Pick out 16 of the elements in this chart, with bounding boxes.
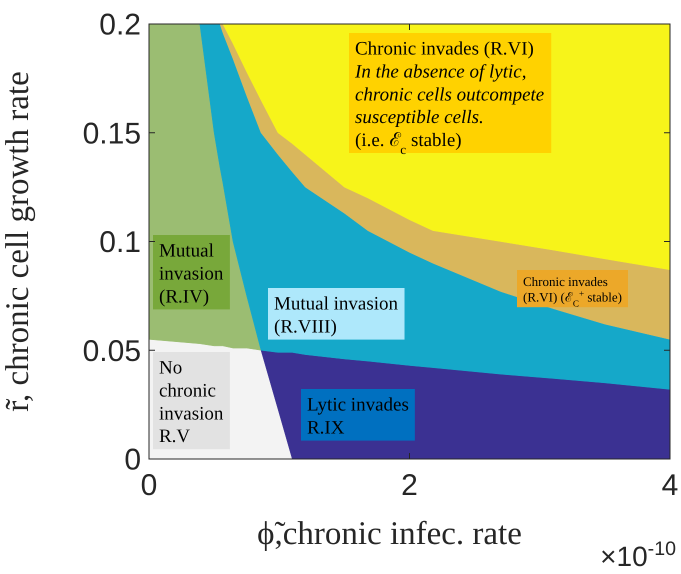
annotation: Lytic invades R.IX (307, 394, 409, 438)
x-tick-label: 2 (401, 469, 418, 502)
annotation: Mutual invasion (R.IV) (159, 240, 224, 308)
y-tick-label: 0.15 (82, 117, 141, 150)
annotation: Mutual invasion (R.VIII) (274, 294, 399, 338)
annotation: Chronic invades (R.VI) (ℰ$_{C}$$^{+}$ stable) (523, 274, 622, 308)
annotation: Chronic invades (R.VI) In the absence of lytic, chronic cells outcompete susceptible cells. (i.e. ℰ$_{c}$ stable) (354, 38, 544, 156)
annotation: No chronic invasion R.V (159, 358, 224, 448)
x-tick-label: 4 (662, 469, 678, 502)
y-tick-label: 0.05 (82, 334, 141, 368)
x-axis-title: ϕ̃,chronic infec. rate (257, 516, 522, 552)
text: ×10$^{-10}$ (600, 538, 676, 572)
y-tick-label: 0.2 (99, 8, 141, 42)
y-axis-title: r̃, chronic cell growth rate (0, 71, 36, 412)
y-tick-label: 0 (124, 444, 141, 476)
y-tick-label: 0.1 (99, 226, 141, 259)
